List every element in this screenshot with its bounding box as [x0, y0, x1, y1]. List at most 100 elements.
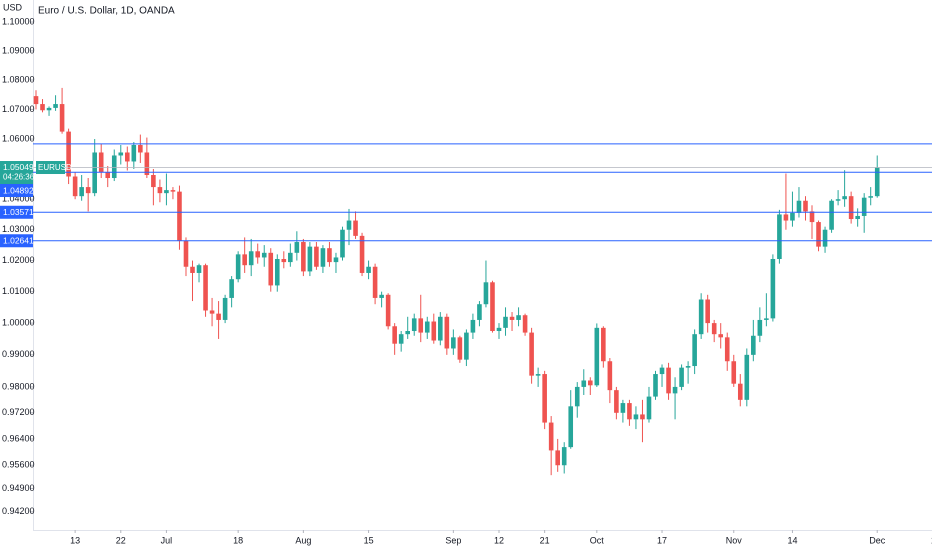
candle-body [490, 282, 495, 332]
candle-body [848, 196, 854, 220]
candle-body [548, 422, 554, 451]
candle-body [601, 327, 606, 362]
candle-body [346, 220, 352, 230]
candle-body [177, 191, 182, 241]
candle-body [40, 104, 45, 111]
y-tick-label: 1.09000 [2, 45, 35, 55]
y-tick-label: 0.98000 [2, 381, 35, 391]
candle-body [274, 259, 280, 286]
candle-body [72, 176, 78, 197]
candle-body [705, 299, 710, 324]
y-tick-label: 0.96400 [2, 433, 35, 443]
candle-body [620, 403, 626, 413]
candle-body [653, 374, 658, 397]
y-tick-label: 1.06000 [2, 133, 35, 143]
candle-body [698, 299, 704, 335]
candle-body [190, 266, 195, 273]
candle-body [790, 212, 795, 221]
candle-body [522, 315, 528, 333]
y-tick-label: 0.94900 [2, 483, 35, 493]
candle-body [314, 246, 319, 267]
candle-body [301, 242, 306, 272]
candle-body [138, 145, 143, 153]
y-tick-label: 0.95600 [2, 460, 35, 470]
candle-body [724, 337, 730, 362]
candle-body [737, 383, 743, 400]
candle-body [98, 152, 104, 172]
candle-body [568, 406, 574, 448]
candle-body [666, 367, 671, 394]
y-tick-label: 1.10000 [2, 16, 35, 26]
candle-body [627, 403, 632, 420]
candle-body [503, 316, 508, 328]
candle-body [307, 246, 313, 272]
x-tick-label: 22 [116, 535, 126, 545]
y-tick-label: 1.04000 [2, 194, 35, 204]
candle-body [444, 316, 450, 349]
candle-body [33, 96, 39, 105]
candle-body [222, 297, 228, 320]
candle-body [170, 190, 176, 192]
candle-body [496, 327, 502, 332]
y-tick-label: 0.97200 [2, 407, 35, 417]
candle-body [842, 196, 847, 200]
candle-body [464, 332, 469, 360]
candle-body [288, 252, 293, 263]
candle-body [216, 313, 221, 320]
y-tick-label: 1.01000 [2, 286, 35, 296]
candle-body [457, 337, 463, 360]
x-tick-label: 18 [233, 535, 243, 545]
candle-body [85, 187, 91, 194]
candle-body [111, 155, 117, 179]
candle-body [718, 334, 724, 338]
x-tick-label: 13 [70, 535, 80, 545]
candle-body [379, 294, 384, 298]
candle-body [855, 215, 860, 220]
plot [33, 87, 932, 476]
candle-body [385, 294, 391, 327]
candle-body [803, 200, 808, 212]
y-tick-label: 0.99000 [2, 349, 35, 359]
candle-body [203, 265, 208, 311]
candle-body [372, 266, 378, 298]
candle-body [470, 319, 476, 333]
candle-body [164, 190, 169, 194]
candle-body [398, 334, 404, 344]
candle-body [340, 229, 345, 258]
candle-body [633, 414, 639, 420]
candle-body [542, 374, 547, 423]
level-badge [0, 205, 33, 219]
candle-body [692, 334, 697, 367]
candle-body [535, 374, 541, 376]
candle-body [594, 327, 600, 386]
candle-body [261, 252, 267, 258]
candle-body [835, 199, 841, 201]
candle-body [757, 319, 763, 336]
candle-body [509, 316, 515, 320]
y-tick-label: 1.00000 [2, 317, 35, 327]
candle-body [405, 331, 411, 335]
candle-body [327, 248, 332, 263]
candle-body [255, 251, 261, 258]
candle-body [431, 321, 437, 341]
candle-body [53, 104, 58, 108]
candle-body [816, 222, 821, 247]
candle-body [861, 197, 867, 216]
candle-body [157, 187, 163, 194]
candle-body [640, 414, 645, 420]
candle-body [829, 200, 834, 230]
candle-body [131, 145, 137, 162]
candle-body [529, 332, 534, 376]
candle-body [281, 259, 287, 263]
candle-body [366, 266, 371, 273]
x-tick-label: 21 [540, 535, 550, 545]
x-tick-label: Sep [445, 535, 461, 545]
candle-body [209, 310, 215, 314]
candle-body [268, 252, 274, 286]
candle-body [105, 171, 111, 179]
candle-body [646, 396, 652, 420]
candle-body [248, 251, 254, 266]
symbol-label: EURUSD [38, 163, 72, 172]
